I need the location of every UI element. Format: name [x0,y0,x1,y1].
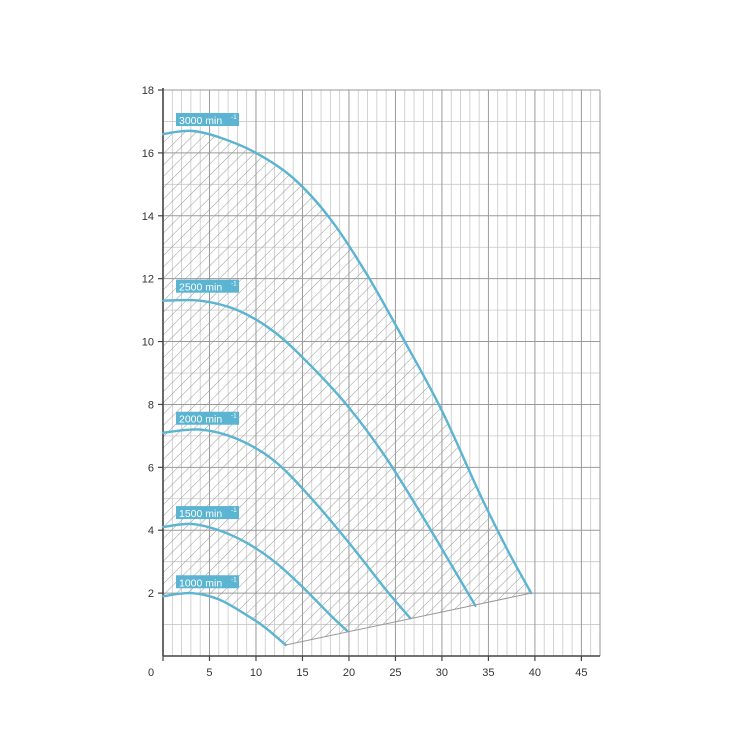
x-tick-label: 25 [389,667,401,679]
curve-label-bg [176,506,239,520]
curve-1500 [161,522,349,633]
curve-labels: 1000 min -1 1500 min -1 2000 min -1 2500 min -1… [176,113,239,589]
curve-label-3000: 3000 min -1 [176,113,239,127]
x-tick-label: 20 [343,667,355,679]
y-tick-label: 18 [142,85,154,97]
curve-label-2500: 2500 min -1 [176,279,239,294]
curve-label-text: 1000 min [179,577,222,589]
y-tick-label: 8 [148,399,154,411]
y-tick-label: 12 [142,274,154,286]
curve-label-superscript: -1 [231,281,237,288]
x-tick-label: 10 [250,667,262,679]
y-tick-label: 2 [148,588,154,600]
curves [161,129,533,647]
curve-label-bg [176,279,239,293]
curve-label-1500: 1500 min -1 [176,506,239,520]
y-tick-label: 6 [148,462,154,474]
curve-2500 [161,298,477,607]
x-tick-label: 40 [529,667,541,679]
curve-2000 [161,428,412,620]
curve-label-bg [176,411,239,425]
y-tick-label: 10 [142,337,154,349]
curve-label-text: 1500 min [179,508,222,520]
x-tick-label: 15 [296,667,308,679]
x-tick-label: 35 [482,667,494,679]
operating-region-hatch [163,130,532,645]
curve-label-2000: 2000 min -1 [176,411,239,426]
tick-labels: 2 4 6 8 10 12 14 16 18 0 5 10 15 20 25 30 35 40 45 [142,85,588,679]
curve-label-1000: 1000 min -1 [176,575,239,589]
x-tick-label: 0 [148,667,154,679]
curve-label-superscript: -1 [231,576,237,583]
curve-label-bg [176,575,239,589]
curve-label-text: 3000 min [179,115,222,127]
curve-label-text: 2500 min [179,282,222,294]
operating-region-boundary [285,592,532,646]
y-tick-label: 16 [142,148,154,160]
x-tick-label: 5 [206,667,212,679]
curve-label-text: 2000 min [179,414,222,426]
axes [158,88,600,661]
x-tick-label: 30 [436,667,448,679]
y-tick-label: 14 [142,211,154,223]
curve-1000 [161,591,287,647]
x-tick-label: 45 [575,667,587,679]
curve-label-superscript: -1 [231,413,237,420]
y-tick-label: 4 [148,525,154,537]
curve-label-superscript: -1 [231,507,237,514]
curve-label-bg [176,113,239,127]
curve-3000 [161,129,533,595]
curve-label-superscript: -1 [231,114,237,121]
